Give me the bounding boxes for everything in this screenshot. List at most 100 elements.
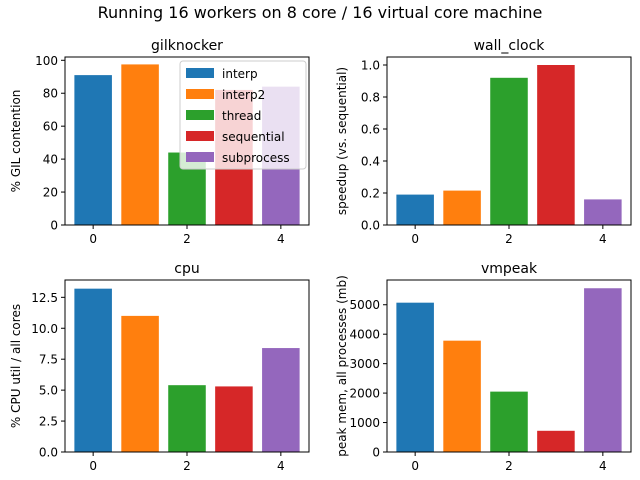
legend-label-interp: interp [222,67,258,81]
x-tick-label: 4 [277,232,285,246]
y-axis-label: % CPU util / all cores [9,304,23,428]
legend-swatch-interp2 [186,89,214,99]
y-tick: 100 [35,54,65,68]
x-tick-label: 4 [599,232,607,246]
bar-sequential [537,65,575,225]
x-tick-label: 4 [599,459,607,473]
subplot-title: vmpeak [481,261,538,277]
y-tick-label: 80 [43,87,58,101]
legend-label-sequential: sequential [222,130,285,144]
y-tick: 0.8 [361,91,387,105]
bar-subprocess [262,348,300,452]
y-tick-label: 0.0 [39,446,58,460]
x-tick: 2 [505,452,513,473]
y-axis-label: speedup (vs. sequential) [335,67,349,215]
y-tick-label: 12.5 [31,291,58,305]
y-tick: 0.6 [361,123,387,137]
y-tick: 10.0 [31,322,65,336]
y-tick: 0 [372,446,387,460]
y-tick: 5.0 [39,384,65,398]
legend-swatch-interp [186,68,214,78]
x-tick: 4 [599,452,607,473]
y-tick-label: 0.2 [361,187,380,201]
y-tick-label: 5.0 [39,384,58,398]
y-tick-label: 0 [372,446,380,460]
y-tick: 20 [43,186,65,200]
y-tick: 5000 [349,298,387,312]
y-tick-label: 0 [50,219,58,233]
x-tick: 0 [89,452,97,473]
bar-interp2 [443,340,481,452]
bar-interp2 [121,315,159,452]
y-tick: 0.2 [361,187,387,201]
bar-thread [490,77,528,225]
y-tick-label: 1.0 [361,59,380,73]
x-tick: 0 [89,225,97,246]
y-tick: 1000 [349,416,387,430]
y-tick-label: 1000 [349,416,380,430]
y-tick-label: 20 [43,186,58,200]
x-tick: 0 [411,225,419,246]
bar-thread [168,385,206,452]
x-tick-label: 4 [277,459,285,473]
legend-swatch-subprocess [186,152,214,162]
legend-label-subprocess: subprocess [222,151,290,165]
x-tick-label: 2 [505,232,513,246]
y-tick-label: 3000 [349,357,380,371]
y-tick-label: 7.5 [39,353,58,367]
y-tick-label: 40 [43,153,58,167]
bar-interp [396,194,434,225]
x-tick-label: 0 [89,459,97,473]
y-tick: 0 [50,219,65,233]
y-tick-label: 4000 [349,328,380,342]
y-tick-label: 5000 [349,298,380,312]
bar-interp [74,75,112,225]
x-tick: 2 [183,225,191,246]
bar-interp [74,288,112,452]
x-tick-label: 2 [183,459,191,473]
y-tick: 7.5 [39,353,65,367]
x-tick: 0 [411,452,419,473]
legend: interp interp2 thread sequential subprocess [179,60,307,170]
y-tick: 2000 [349,387,387,401]
y-tick: 0.0 [39,446,65,460]
y-tick: 0.4 [361,155,387,169]
legend-box [179,60,307,170]
bar-sequential [537,430,575,452]
subplot-cpu: 0 2 4 0.0 2.5 5.0 7.5 10.0 12.5 cpu % CPU util / a… [9,261,310,473]
y-tick-label: 100 [35,54,58,68]
bar-subprocess [584,288,622,452]
legend-swatch-sequential [186,131,214,141]
x-tick: 4 [277,452,285,473]
bar-subprocess [584,199,622,225]
bar-sequential [215,386,253,452]
y-tick: 80 [43,87,65,101]
x-tick-label: 0 [411,459,419,473]
y-tick-label: 60 [43,120,58,134]
figure-suptitle: Running 16 workers on 8 core / 16 virtua… [98,3,543,22]
y-axis-label: peak mem, all processes (mb) [335,275,349,457]
y-tick-label: 0.4 [361,155,380,169]
y-tick-label: 0.6 [361,123,380,137]
y-tick: 0.0 [361,219,387,233]
legend-swatch-thread [186,110,214,120]
bar-interp2 [121,64,159,225]
y-tick-label: 2.5 [39,415,58,429]
subplot-title: cpu [174,261,199,277]
y-tick-label: 2000 [349,387,380,401]
y-tick-label: 0.8 [361,91,380,105]
bar-thread [490,391,528,452]
x-tick: 4 [599,225,607,246]
y-axis-label: % GIL contention [9,90,23,193]
y-tick: 60 [43,120,65,134]
legend-label-interp2: interp2 [222,88,265,102]
y-tick: 4000 [349,328,387,342]
bar-interp [396,302,434,452]
y-tick: 12.5 [31,291,65,305]
subplot-title: wall_clock [474,38,546,54]
subplot-vmpeak: 0 2 4 0 1000 2000 3000 4000 5000 vmpeak peak mem, … [335,261,632,473]
x-tick-label: 2 [505,459,513,473]
